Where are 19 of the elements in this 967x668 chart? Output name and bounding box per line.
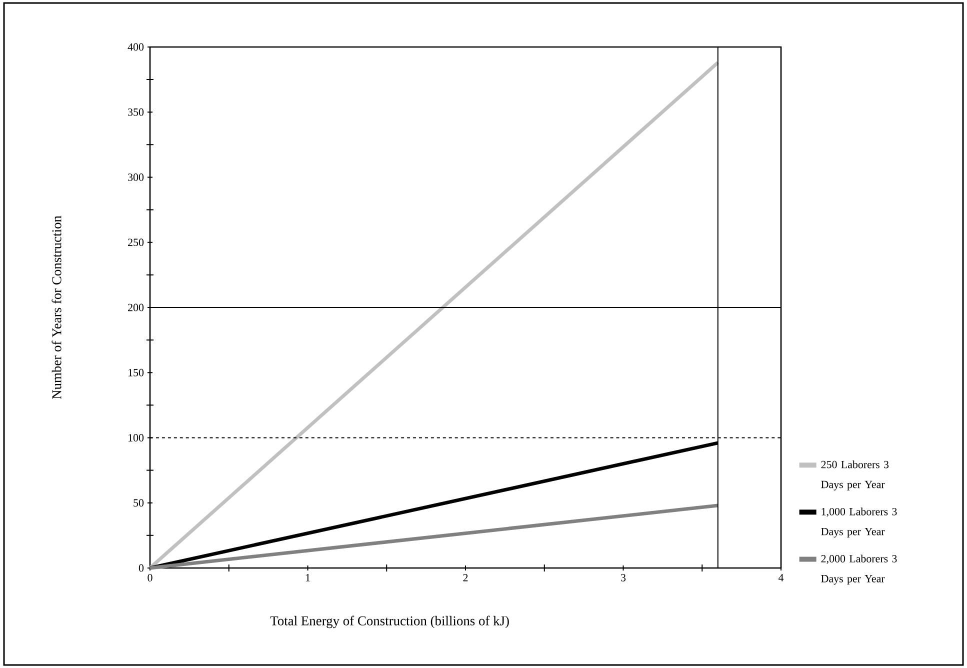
y-tick-label: 300 [128,174,144,181]
x-tick-label: 2 [463,574,468,582]
y-axis-title: Number of Years for Construction [52,216,62,400]
x-tick-label: 0 [148,574,152,582]
y-tick-label: 0 [138,564,144,572]
y-tick-label: 150 [128,368,144,376]
x-tick-label: 4 [778,574,784,582]
y-tick-label: 50 [134,499,144,507]
y-tick-label: 200 [128,304,144,312]
y-tick-label: 350 [128,108,144,116]
x-axis-title: Total Energy of Construction (billions of kJ) [270,616,509,628]
x-tick-label: 3 [621,574,626,582]
x-tick-label: 1 [306,574,310,582]
legend-label: 2,000 Laborers 3 Days per Year [821,554,897,585]
legend-label: 250 Laborers 3 Days per Year [821,460,889,490]
y-tick-label: 100 [128,434,144,442]
y-tick-label: 250 [128,238,144,246]
y-tick-label: 400 [128,43,144,51]
legend-label: 1,000 Laborers 3 Days per Year [821,508,897,538]
